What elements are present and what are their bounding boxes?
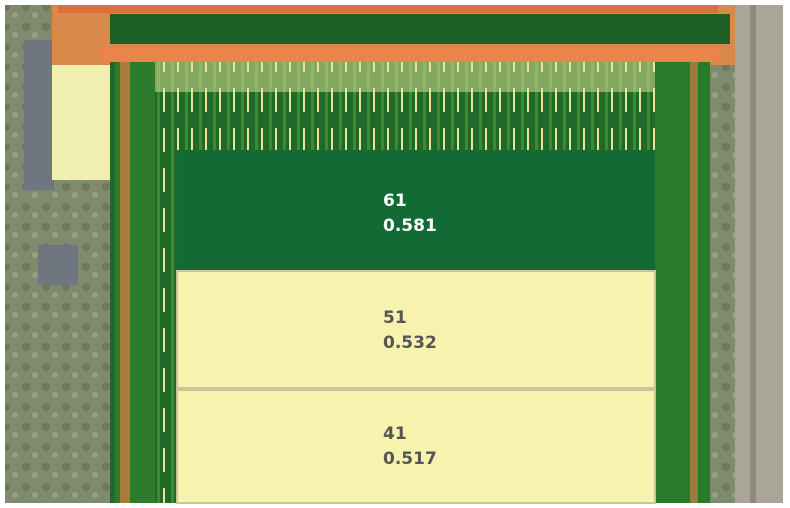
road-edge [750,5,756,503]
plot-value: 0.517 [383,449,437,469]
field-border [120,62,130,503]
plot-id: 51 [383,308,407,328]
plot[interactable]: 61 0.581 [177,150,655,270]
plot-id: 61 [383,191,407,211]
plot[interactable]: 41 0.517 [176,389,656,504]
plot-area[interactable] [176,389,656,504]
plot-area[interactable] [176,270,656,389]
field-border [690,62,698,503]
plot-value: 0.581 [383,216,437,236]
yard [52,62,110,180]
field-border [655,62,710,503]
track [100,48,720,62]
building [24,40,54,190]
field-edge [58,5,718,13]
hedge [110,14,730,44]
building [38,245,78,285]
plot-value: 0.532 [383,333,437,353]
road [735,5,783,503]
plot[interactable]: 51 0.532 [176,270,656,389]
plot-id: 41 [383,424,407,444]
field-band [155,62,655,92]
plot-area[interactable] [177,150,655,270]
